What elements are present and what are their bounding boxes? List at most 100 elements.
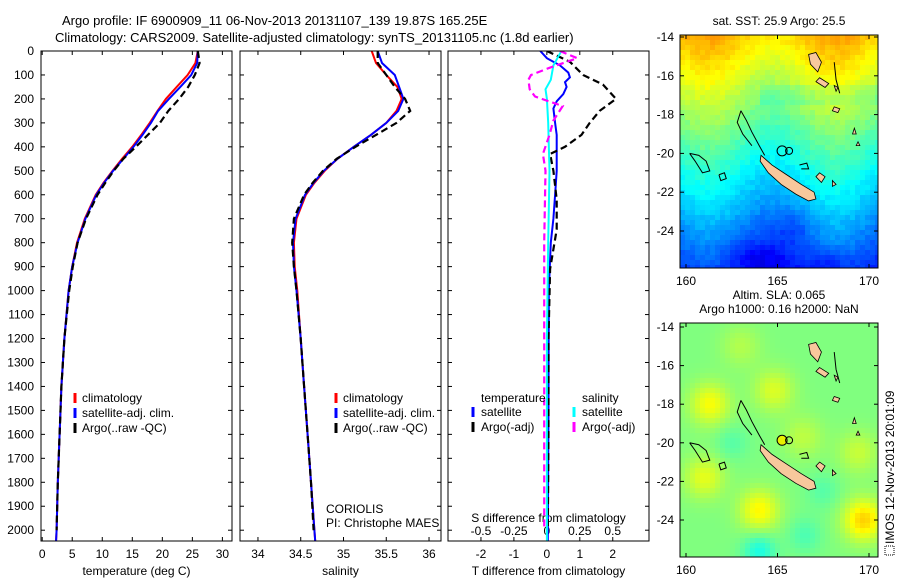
series-line-argo-raw-qc- xyxy=(55,51,201,531)
map-cell xyxy=(780,265,786,268)
map-cell xyxy=(720,478,726,484)
map-cell xyxy=(775,80,781,86)
map-cell xyxy=(735,523,741,529)
map-cell xyxy=(680,140,686,146)
map-cell xyxy=(745,498,751,504)
map-cell xyxy=(775,448,781,454)
map-cell xyxy=(765,348,771,354)
map-cell xyxy=(740,255,746,261)
lat-tick-label: -20 xyxy=(657,436,675,450)
map-cell xyxy=(865,255,871,261)
map-cell xyxy=(845,478,851,484)
map-cell xyxy=(865,260,871,266)
map-cell xyxy=(690,55,696,61)
map-cell xyxy=(815,95,821,101)
map-cell xyxy=(740,533,746,539)
map-cell xyxy=(685,443,691,449)
map-cell xyxy=(745,255,751,261)
map-cell xyxy=(865,358,871,364)
map-cell xyxy=(730,448,736,454)
map-cell xyxy=(795,170,801,176)
map-cell xyxy=(720,240,726,246)
map-cell xyxy=(740,160,746,166)
map-cell xyxy=(750,458,756,464)
map-cell xyxy=(740,543,746,549)
map-cell xyxy=(840,383,846,389)
map-cell xyxy=(850,378,856,384)
map-cell xyxy=(870,55,876,61)
map-cell xyxy=(855,260,861,266)
map-cell xyxy=(820,413,826,419)
map-cell xyxy=(710,260,716,266)
map-cell xyxy=(695,240,701,246)
map-cell xyxy=(745,35,751,41)
map-cell xyxy=(840,353,846,359)
map-cell xyxy=(700,468,706,474)
map-cell xyxy=(810,90,816,96)
map-cell xyxy=(750,90,756,96)
map-cell xyxy=(795,110,801,116)
map-cell xyxy=(765,478,771,484)
map-cell xyxy=(855,115,861,121)
map-cell xyxy=(705,498,711,504)
map-cell xyxy=(800,548,806,554)
map-cell xyxy=(685,498,691,504)
map-cell xyxy=(830,60,836,66)
map-cell xyxy=(840,328,846,334)
map-cell xyxy=(825,125,831,131)
map-cell xyxy=(685,90,691,96)
map-cell xyxy=(735,200,741,206)
map-cell xyxy=(810,110,816,116)
map-cell xyxy=(850,160,856,166)
map-cell xyxy=(805,45,811,51)
map-cell xyxy=(835,95,841,101)
map-cell xyxy=(805,185,811,191)
map-cell xyxy=(805,343,811,349)
map-cell xyxy=(850,150,856,156)
map-cell xyxy=(870,338,876,344)
map-cell xyxy=(685,533,691,539)
map-cell xyxy=(750,548,756,554)
map-cell xyxy=(750,393,756,399)
map-cell xyxy=(735,448,741,454)
map-cell xyxy=(760,265,766,268)
map-cell xyxy=(735,215,741,221)
map-cell xyxy=(830,195,836,201)
map-cell xyxy=(710,145,716,151)
map-cell xyxy=(720,463,726,469)
map-cell xyxy=(740,553,746,557)
map-cell xyxy=(845,45,851,51)
map-cell xyxy=(695,80,701,86)
map-cell xyxy=(680,348,686,354)
map-cell xyxy=(695,35,701,41)
island xyxy=(833,374,839,383)
map-cell xyxy=(765,265,771,268)
map-cell xyxy=(805,160,811,166)
map-cell xyxy=(850,80,856,86)
map-cell xyxy=(790,130,796,136)
map-cell xyxy=(825,483,831,489)
map-cell xyxy=(810,235,816,241)
map-cell xyxy=(860,180,866,186)
map-cell xyxy=(695,95,701,101)
map-cell xyxy=(765,528,771,534)
map-cell xyxy=(785,75,791,81)
map-cell xyxy=(800,85,806,91)
map-cell xyxy=(820,423,826,429)
map-cell xyxy=(700,110,706,116)
map-cell xyxy=(820,180,826,186)
map-cell xyxy=(870,328,876,334)
map-cell xyxy=(820,170,826,176)
map-cell xyxy=(785,95,791,101)
map-cell xyxy=(685,190,691,196)
map-cell xyxy=(825,378,831,384)
map-cell xyxy=(790,215,796,221)
map-cell xyxy=(755,35,761,41)
map-cell xyxy=(730,40,736,46)
map-cell xyxy=(825,553,831,557)
map-cell xyxy=(680,433,686,439)
map-cell xyxy=(865,35,871,41)
map-cell xyxy=(690,90,696,96)
map-cell xyxy=(760,250,766,256)
map-cell xyxy=(680,458,686,464)
